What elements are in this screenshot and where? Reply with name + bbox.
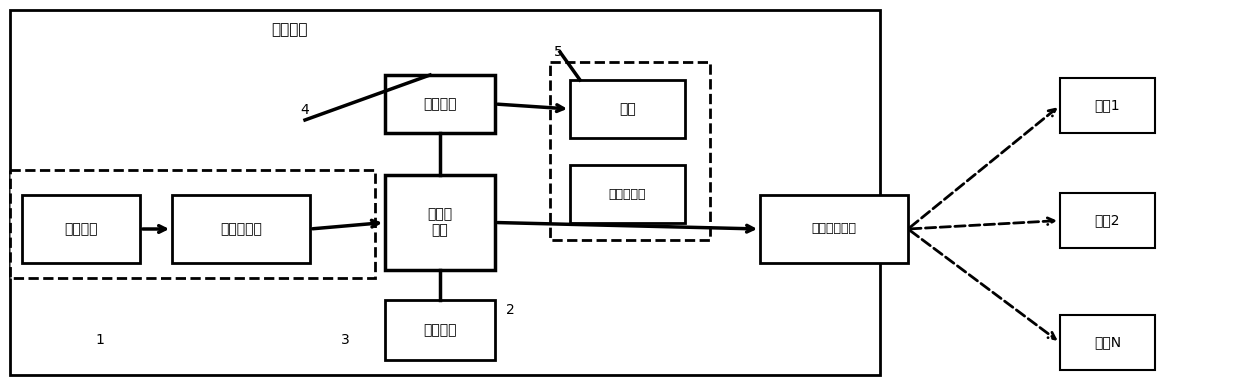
Bar [570,165,685,223]
Bar [1061,78,1155,133]
Text: 图像传感器: 图像传感器 [221,222,261,236]
Text: 处理器
单元: 处理器 单元 [427,207,452,238]
Text: 2: 2 [506,303,514,317]
Bar [1061,315,1155,370]
Bar [10,10,880,375]
Text: 存储单元: 存储单元 [424,323,457,337]
Bar [760,195,908,263]
Bar [550,62,710,240]
Bar [172,195,310,263]
Bar [22,195,140,263]
Text: 警铃: 警铃 [620,102,636,116]
Bar [1061,193,1155,248]
Bar [10,170,375,278]
Text: 光学镜头: 光学镜头 [64,222,98,236]
Text: 终端2: 终端2 [1095,214,1120,228]
Text: 终端N: 终端N [1094,336,1121,349]
Text: 供电单元: 供电单元 [424,97,457,111]
Text: 声光报警器: 声光报警器 [608,187,647,200]
Text: 终端1: 终端1 [1095,99,1120,113]
Bar [385,75,496,133]
Text: 监测装置: 监测装置 [271,22,309,37]
Text: 4: 4 [301,103,310,117]
Text: 5: 5 [554,45,563,59]
Bar [385,300,496,360]
Text: 信息传输系统: 信息传输系统 [812,223,856,236]
Text: 3: 3 [341,333,349,347]
Bar [570,80,685,138]
Text: 1: 1 [95,333,104,347]
Bar [385,175,496,270]
